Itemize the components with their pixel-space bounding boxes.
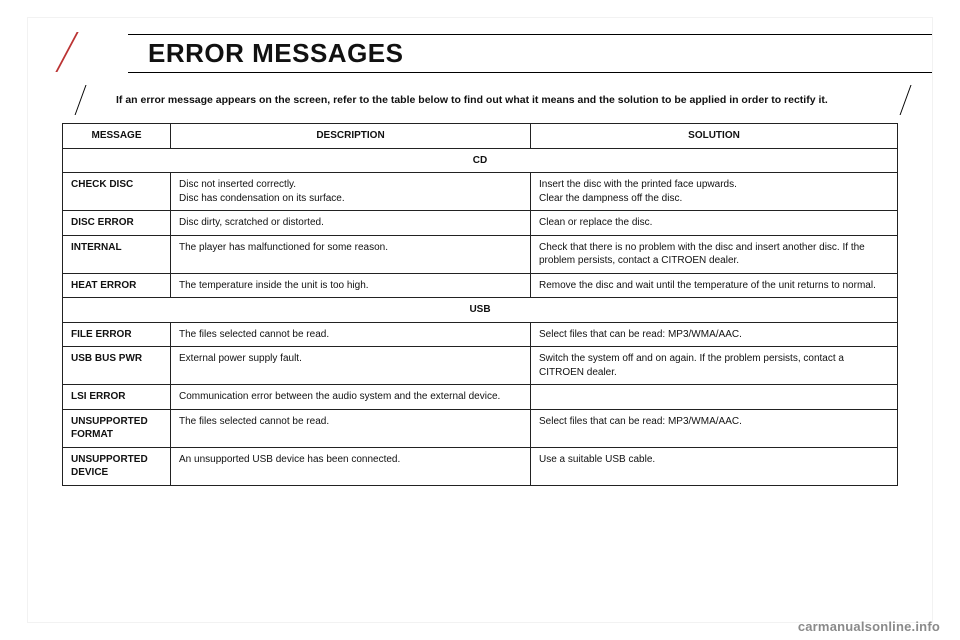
table-row: USB BUS PWRExternal power supply fault.S… [63, 347, 898, 385]
error-table: MESSAGE DESCRIPTION SOLUTION CDCHECK DIS… [62, 123, 898, 486]
table-section-row: CD [63, 148, 898, 173]
cell-message: DISC ERROR [63, 211, 171, 236]
cell-message: FILE ERROR [63, 322, 171, 347]
cell-solution [531, 385, 898, 410]
cell-message: CHECK DISC [63, 173, 171, 211]
table-row: LSI ERRORCommunication error between the… [63, 385, 898, 410]
cell-description: An unsupported USB device has been conne… [171, 447, 531, 485]
cell-message: UNSUPPORTED DEVICE [63, 447, 171, 485]
table-row: FILE ERRORThe files selected cannot be r… [63, 322, 898, 347]
table-row: INTERNALThe player has malfunctioned for… [63, 235, 898, 273]
cell-message: HEAT ERROR [63, 273, 171, 298]
cell-solution: Use a suitable USB cable. [531, 447, 898, 485]
cell-solution: Insert the disc with the printed face up… [531, 173, 898, 211]
title-underline [128, 72, 932, 73]
header-message: MESSAGE [63, 124, 171, 149]
cell-description: The temperature inside the unit is too h… [171, 273, 531, 298]
cell-solution: Switch the system off and on again. If t… [531, 347, 898, 385]
cell-description: External power supply fault. [171, 347, 531, 385]
cell-description: Communication error between the audio sy… [171, 385, 531, 410]
table-header-row: MESSAGE DESCRIPTION SOLUTION [63, 124, 898, 149]
cell-description: The player has malfunctioned for some re… [171, 235, 531, 273]
header-solution: SOLUTION [531, 124, 898, 149]
cell-description: Disc not inserted correctly.Disc has con… [171, 173, 531, 211]
cell-solution: Clean or replace the disc. [531, 211, 898, 236]
cell-solution: Check that there is no problem with the … [531, 235, 898, 273]
table-row: HEAT ERRORThe temperature inside the uni… [63, 273, 898, 298]
cell-message: USB BUS PWR [63, 347, 171, 385]
table-row: UNSUPPORTED DEVICEAn unsupported USB dev… [63, 447, 898, 485]
header-description: DESCRIPTION [171, 124, 531, 149]
cell-solution: Select files that can be read: MP3/WMA/A… [531, 409, 898, 447]
cell-solution: Remove the disc and wait until the tempe… [531, 273, 898, 298]
table-section-label: USB [63, 298, 898, 323]
watermark: carmanualsonline.info [798, 619, 940, 634]
table-section-label: CD [63, 148, 898, 173]
manual-page: ERROR MESSAGES If an error message appea… [28, 18, 932, 622]
table-section-row: USB [63, 298, 898, 323]
cell-message: LSI ERROR [63, 385, 171, 410]
table-row: CHECK DISCDisc not inserted correctly.Di… [63, 173, 898, 211]
table-row: UNSUPPORTED FORMATThe files selected can… [63, 409, 898, 447]
cell-solution: Select files that can be read: MP3/WMA/A… [531, 322, 898, 347]
cell-message: UNSUPPORTED FORMAT [63, 409, 171, 447]
cell-message: INTERNAL [63, 235, 171, 273]
cell-description: The files selected cannot be read. [171, 409, 531, 447]
page-title: ERROR MESSAGES [148, 38, 932, 69]
cell-description: The files selected cannot be read. [171, 322, 531, 347]
title-bar: ERROR MESSAGES [28, 30, 932, 77]
intro-frame: If an error message appears on the scree… [98, 87, 898, 113]
table-row: DISC ERRORDisc dirty, scratched or disto… [63, 211, 898, 236]
cell-description: Disc dirty, scratched or distorted. [171, 211, 531, 236]
intro-text: If an error message appears on the scree… [116, 93, 854, 107]
